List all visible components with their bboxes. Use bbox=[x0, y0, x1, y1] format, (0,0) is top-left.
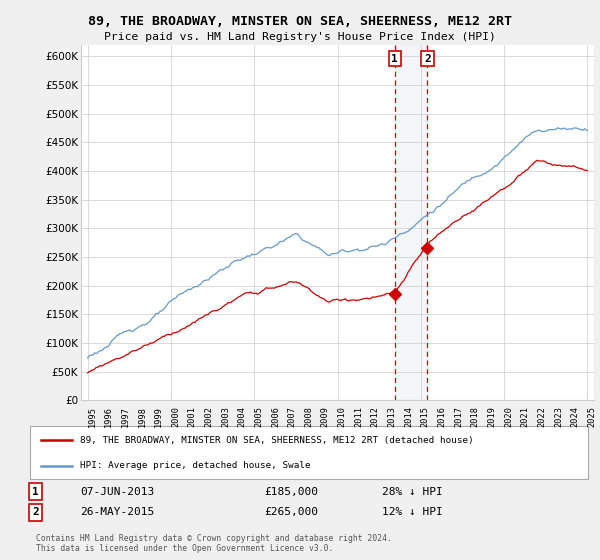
Text: 2023: 2023 bbox=[554, 406, 563, 427]
Text: 2020: 2020 bbox=[504, 406, 513, 427]
Text: 2005: 2005 bbox=[254, 406, 263, 427]
Text: 1996: 1996 bbox=[104, 406, 113, 427]
Text: 2014: 2014 bbox=[404, 406, 413, 427]
Text: 1: 1 bbox=[32, 487, 39, 497]
Text: 2004: 2004 bbox=[238, 406, 247, 427]
Text: 2000: 2000 bbox=[171, 406, 180, 427]
Text: 1: 1 bbox=[391, 54, 398, 64]
Text: 2012: 2012 bbox=[371, 406, 380, 427]
Text: 2009: 2009 bbox=[321, 406, 330, 427]
Text: 2: 2 bbox=[32, 507, 39, 517]
Text: 2024: 2024 bbox=[571, 406, 580, 427]
Text: £185,000: £185,000 bbox=[265, 487, 319, 497]
Text: 2001: 2001 bbox=[188, 406, 197, 427]
Text: 2003: 2003 bbox=[221, 406, 230, 427]
Text: Price paid vs. HM Land Registry's House Price Index (HPI): Price paid vs. HM Land Registry's House … bbox=[104, 32, 496, 42]
Text: 2018: 2018 bbox=[471, 406, 480, 427]
Text: 2016: 2016 bbox=[437, 406, 446, 427]
Text: 2025: 2025 bbox=[587, 406, 596, 427]
Text: 28% ↓ HPI: 28% ↓ HPI bbox=[382, 487, 442, 497]
Text: 2011: 2011 bbox=[354, 406, 363, 427]
Text: 1997: 1997 bbox=[121, 406, 130, 427]
Text: 2017: 2017 bbox=[454, 406, 463, 427]
Text: 2019: 2019 bbox=[487, 406, 496, 427]
Text: £265,000: £265,000 bbox=[265, 507, 319, 517]
Text: 89, THE BROADWAY, MINSTER ON SEA, SHEERNESS, ME12 2RT (detached house): 89, THE BROADWAY, MINSTER ON SEA, SHEERN… bbox=[80, 436, 474, 445]
Text: HPI: Average price, detached house, Swale: HPI: Average price, detached house, Swal… bbox=[80, 461, 311, 470]
Text: 2008: 2008 bbox=[304, 406, 313, 427]
Text: 1998: 1998 bbox=[137, 406, 146, 427]
Text: 2007: 2007 bbox=[287, 406, 296, 427]
Text: 26-MAY-2015: 26-MAY-2015 bbox=[80, 507, 154, 517]
Text: 89, THE BROADWAY, MINSTER ON SEA, SHEERNESS, ME12 2RT: 89, THE BROADWAY, MINSTER ON SEA, SHEERN… bbox=[88, 15, 512, 28]
Text: Contains HM Land Registry data © Crown copyright and database right 2024.
This d: Contains HM Land Registry data © Crown c… bbox=[35, 534, 391, 553]
Text: 2002: 2002 bbox=[204, 406, 213, 427]
Text: 2006: 2006 bbox=[271, 406, 280, 427]
Bar bbox=[395, 45, 427, 400]
Text: 12% ↓ HPI: 12% ↓ HPI bbox=[382, 507, 442, 517]
Text: 1999: 1999 bbox=[154, 406, 163, 427]
Text: 2022: 2022 bbox=[538, 406, 547, 427]
Text: 2010: 2010 bbox=[337, 406, 347, 427]
Text: 2013: 2013 bbox=[388, 406, 397, 427]
Text: 2015: 2015 bbox=[421, 406, 430, 427]
Text: 1995: 1995 bbox=[88, 406, 97, 427]
Text: 2: 2 bbox=[424, 54, 431, 64]
Text: 07-JUN-2013: 07-JUN-2013 bbox=[80, 487, 154, 497]
Text: 2021: 2021 bbox=[521, 406, 530, 427]
